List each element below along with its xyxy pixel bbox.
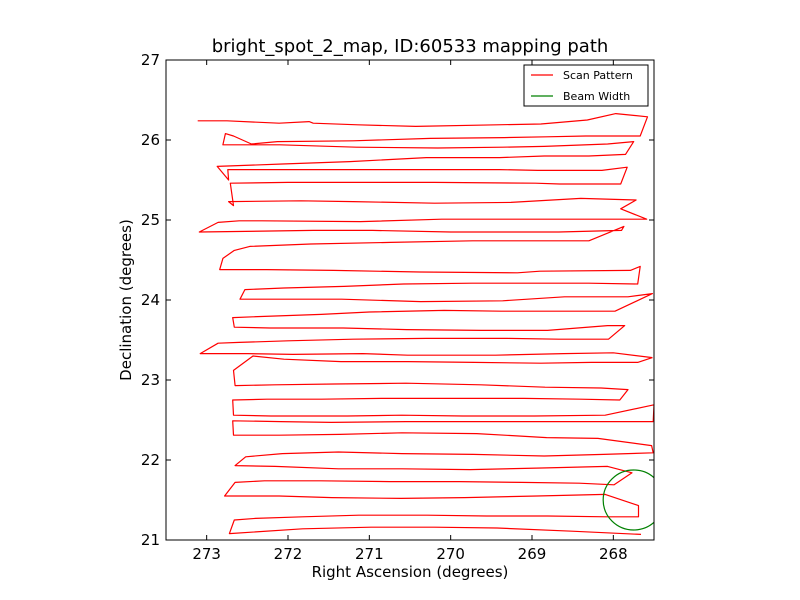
- x-tick-label: 269: [518, 545, 547, 563]
- y-tick-label: 27: [141, 51, 160, 69]
- chart-title: bright_spot_2_map, ID:60533 mapping path: [212, 36, 609, 57]
- y-tick-label: 21: [141, 531, 160, 549]
- x-tick-label: 272: [274, 545, 303, 563]
- ticks-layer: 273 272 271 270 269 268 21 22 23 24 25 26 27: [141, 51, 654, 563]
- scan-pattern-line-2: [224, 355, 654, 535]
- y-axis-label: Declination (degrees): [117, 219, 135, 381]
- legend: Scan Pattern Beam Width: [523, 64, 649, 107]
- legend-label-beam-width: Beam Width: [563, 90, 630, 103]
- plot-area: [166, 60, 654, 540]
- beam-width-circle: [602, 469, 654, 531]
- x-tick-label: 270: [436, 545, 465, 563]
- series-layer: [197, 112, 654, 535]
- y-tick-label: 25: [141, 211, 160, 229]
- y-tick-label: 22: [141, 451, 160, 469]
- x-tick-label: 268: [599, 545, 628, 563]
- x-tick-label: 271: [355, 545, 384, 563]
- legend-label-scan-pattern: Scan Pattern: [563, 69, 633, 82]
- legend-box: [523, 64, 649, 107]
- x-tick-label: 273: [192, 545, 221, 563]
- scan-pattern-line-1: [197, 112, 654, 359]
- y-tick-label: 26: [141, 131, 160, 149]
- y-tick-label: 24: [141, 291, 160, 309]
- y-tick-label: 23: [141, 371, 160, 389]
- x-axis-label: Right Ascension (degrees): [312, 563, 509, 581]
